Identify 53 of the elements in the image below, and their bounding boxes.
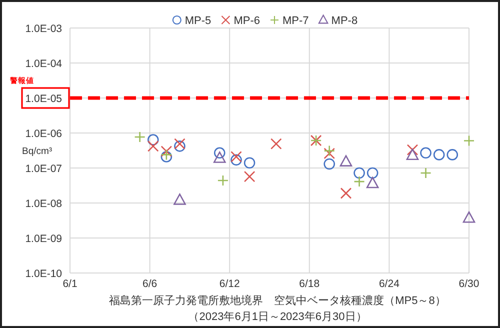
point xyxy=(324,158,335,170)
y-tick-label: 1.0E-07 xyxy=(25,163,62,175)
point xyxy=(244,170,256,182)
y-tick-label: 1.0E-03 xyxy=(25,23,62,35)
point xyxy=(366,167,378,179)
point xyxy=(420,167,432,179)
point xyxy=(462,211,476,223)
x-tick-label: 6/1 xyxy=(62,278,78,290)
y-tick-label: 1.0E-08 xyxy=(25,198,62,210)
point xyxy=(174,194,186,205)
y-tick-label: 1.0E-06 xyxy=(25,128,62,140)
y-tick-label: 1.0E-05 xyxy=(25,93,62,105)
point xyxy=(463,135,475,146)
legend-label: MP-6 xyxy=(234,15,260,27)
y-axis-title: Bq/cm³ xyxy=(22,146,52,157)
point xyxy=(230,151,242,162)
point xyxy=(134,131,146,143)
x-tick-label: 6/12 xyxy=(219,278,240,290)
point xyxy=(324,145,335,156)
point xyxy=(230,154,242,166)
point xyxy=(420,147,432,159)
point xyxy=(147,140,159,152)
legend-label: MP-5 xyxy=(184,15,212,27)
point xyxy=(433,149,445,160)
x-tick-label: 6/6 xyxy=(142,278,158,290)
legend-label: MP-8 xyxy=(331,15,358,27)
point xyxy=(213,152,226,163)
point xyxy=(244,157,256,169)
text: 福島第一原子力発電所敷地境界 空気中ベータ核種濃度（MP5～8） xyxy=(109,294,446,307)
point xyxy=(446,149,458,160)
point xyxy=(174,138,186,150)
point xyxy=(147,134,159,146)
point xyxy=(217,174,229,186)
point xyxy=(406,144,418,156)
point xyxy=(324,148,335,160)
y-tick-label: 1.0E-10 xyxy=(25,268,62,280)
legend-label: MP-7 xyxy=(282,15,309,27)
y-tick-label: 1.0E-09 xyxy=(25,233,62,245)
point xyxy=(270,138,282,150)
point xyxy=(354,176,365,188)
y-tick-label: 1.0E-04 xyxy=(25,58,62,70)
point xyxy=(340,155,352,166)
point xyxy=(174,140,186,152)
point xyxy=(406,148,419,160)
x-tick-label: 6/30 xyxy=(458,278,480,290)
point xyxy=(354,167,365,179)
point xyxy=(366,176,379,188)
point xyxy=(340,188,352,199)
point xyxy=(214,147,226,159)
x-tick-label: 6/24 xyxy=(378,278,400,290)
point xyxy=(160,146,172,157)
x-tick-label: 6/18 xyxy=(299,278,320,290)
text: （2023年6月1日～2023年6月30日） xyxy=(188,311,367,323)
